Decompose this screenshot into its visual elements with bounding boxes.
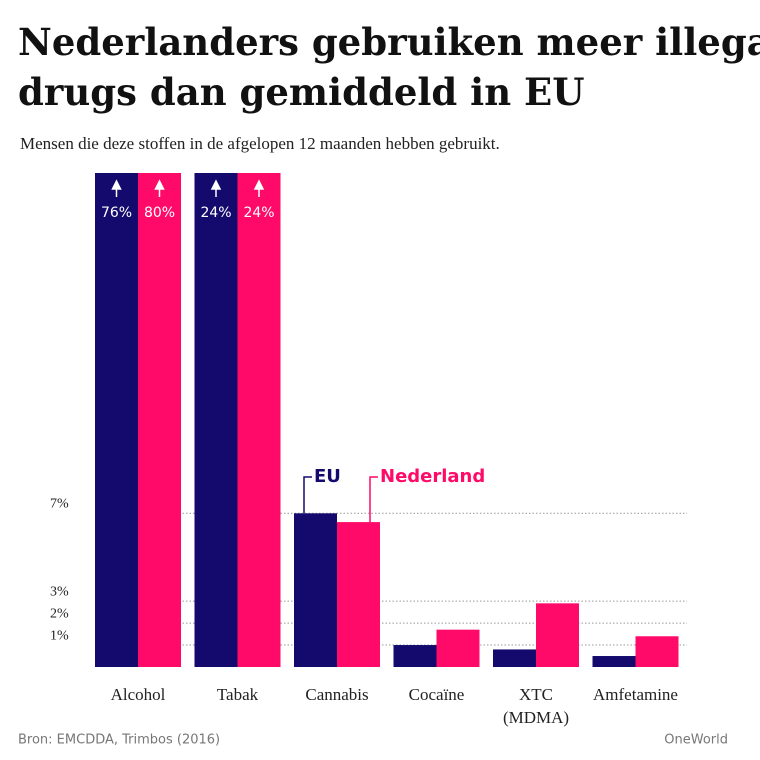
arrow — [111, 179, 122, 197]
x-tick-label: Alcohol — [111, 685, 166, 704]
value-label: 76% — [101, 205, 132, 221]
x-tick-label: Cannabis — [305, 685, 368, 704]
value-label: 80% — [144, 205, 175, 221]
bar — [493, 649, 536, 667]
credit: OneWorld — [664, 733, 728, 748]
bar — [237, 173, 281, 667]
x-tick-label: Tabak — [217, 685, 259, 704]
x-tick-label: Amfetamine — [593, 685, 678, 704]
arrow — [210, 179, 222, 197]
bars — [95, 173, 679, 667]
legend-label: Nederland — [380, 466, 485, 487]
bar — [95, 173, 138, 667]
y-tick-label: 2% — [50, 606, 69, 621]
arrow — [154, 179, 165, 197]
legend-bracket — [303, 476, 312, 514]
value-label: 24% — [243, 205, 274, 221]
y-tick-label: 1% — [50, 628, 69, 643]
bar — [337, 522, 380, 667]
subtitle: Mensen die deze stoffen in de afgelopen … — [20, 134, 500, 153]
bar — [635, 636, 679, 667]
y-tick-label: 3% — [50, 584, 69, 599]
bar — [592, 656, 636, 667]
arrow — [253, 179, 265, 197]
chart-title: Nederlanders gebruiken meer illegale drug… — [18, 20, 760, 114]
y-tick-label: 7% — [50, 497, 69, 512]
bar — [536, 603, 579, 667]
bar — [393, 645, 437, 667]
bar — [194, 173, 238, 667]
x-tick-label: XTC (MDMA) — [503, 685, 569, 727]
bar — [138, 173, 181, 667]
value-label: 24% — [200, 205, 231, 221]
legend-label: EU — [314, 466, 341, 487]
x-tick-label: Cocaïne — [409, 685, 465, 704]
legend-bracket — [369, 476, 378, 523]
bar — [436, 629, 480, 667]
bar — [294, 513, 337, 667]
source: Bron: EMCDDA, Trimbos (2016) — [18, 733, 220, 748]
